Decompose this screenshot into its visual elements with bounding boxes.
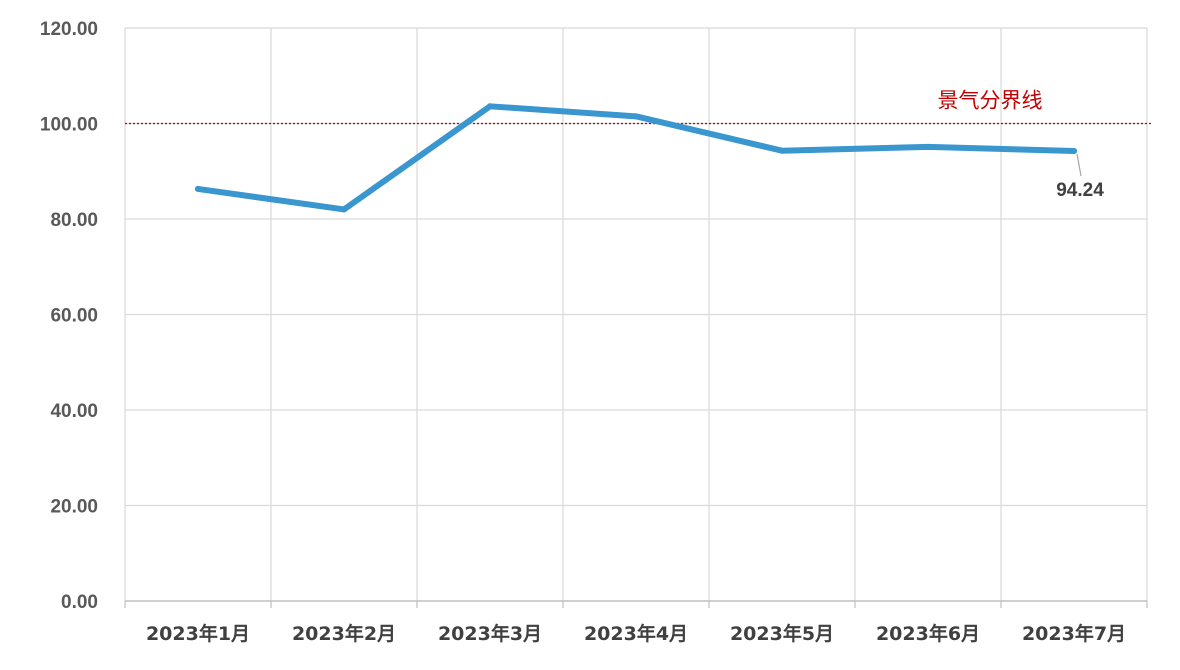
x-axis-ticks: 2023年1月 2023年2月 2023年3月 2023年4月 2023年5月 2023年… xyxy=(146,622,1126,645)
x-tick-label: 2023年3月 xyxy=(438,622,542,645)
y-axis-ticks: 0.00 20.00 40.00 60.00 80.00 100.00 120.00 xyxy=(40,19,98,613)
y-tick-label: 120.00 xyxy=(40,19,98,40)
data-point xyxy=(1071,148,1077,155)
data-point xyxy=(487,103,493,110)
x-tick-label: 2023年4月 xyxy=(584,622,688,645)
y-tick-label: 20.00 xyxy=(50,497,98,518)
x-tick-label: 2023年5月 xyxy=(730,622,834,645)
x-tick-label: 2023年1月 xyxy=(146,622,250,645)
y-tick-label: 40.00 xyxy=(50,401,98,422)
y-tick-label: 100.00 xyxy=(40,115,98,136)
series-line xyxy=(195,103,1077,213)
y-tick-label: 80.00 xyxy=(50,210,98,231)
x-tick-label: 2023年2月 xyxy=(292,622,396,645)
reference-line-label: 景气分界线 xyxy=(938,89,1043,113)
data-point xyxy=(633,113,639,120)
x-tick-label: 2023年6月 xyxy=(876,622,980,645)
data-point xyxy=(341,206,347,213)
series-group xyxy=(195,103,1077,213)
data-point xyxy=(195,185,201,192)
y-tick-label: 0.00 xyxy=(61,592,98,613)
y-tick-label: 60.00 xyxy=(50,306,98,327)
x-tick-label: 2023年7月 xyxy=(1022,622,1126,645)
data-labels: 94.24 xyxy=(1056,153,1104,201)
data-point xyxy=(925,143,931,150)
data-label-leader xyxy=(1076,153,1082,177)
reference-line-group: 景气分界线 xyxy=(125,89,1153,125)
data-point xyxy=(779,147,785,154)
data-label: 94.24 xyxy=(1056,180,1104,201)
